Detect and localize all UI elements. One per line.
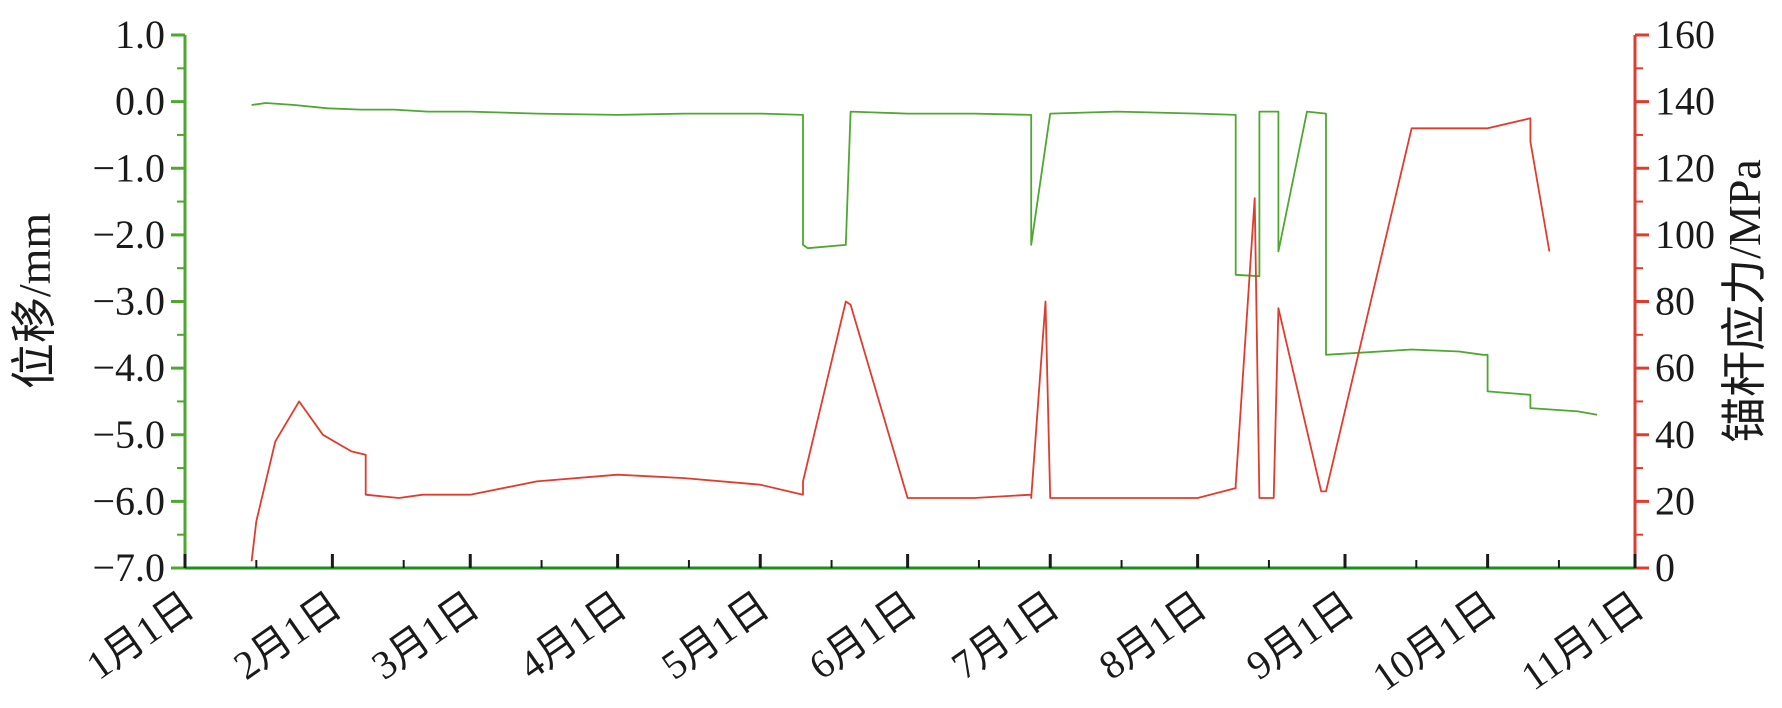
left-y-tick-label: −7.0 [92, 545, 165, 590]
right-y-tick-label: 140 [1655, 79, 1715, 124]
x-tick-label: 6月1日 [801, 583, 925, 689]
left-y-tick-label: −2.0 [92, 212, 165, 257]
right-y-tick-label: 100 [1655, 212, 1715, 257]
x-tick-label: 1月1日 [78, 583, 202, 689]
x-tick-label: 5月1日 [653, 583, 777, 689]
right-y-axis-title: 锚杆应力/MPa [1719, 159, 1770, 443]
left-y-tick-label: −3.0 [92, 279, 165, 324]
right-y-tick-label: 120 [1655, 145, 1715, 190]
right-y-axis-ticks: 160 140 120 100 80 60 40 20 0 [1635, 12, 1715, 590]
series-layer [250, 102, 1598, 562]
right-y-tick-label: 40 [1655, 412, 1695, 457]
x-tick-label: 2月1日 [225, 583, 349, 689]
left-y-tick-label: −6.0 [92, 478, 165, 523]
x-tick-label: 4月1日 [511, 583, 635, 689]
x-tick-label: 11月1日 [1513, 583, 1652, 699]
left-y-axis-ticks: 1.0 0.0 −1.0 −2.0 −3.0 −4.0 −5.0 −6.0 −7.0 [92, 12, 185, 590]
x-tick-label: 3月1日 [363, 583, 487, 689]
x-tick-label: 10月1日 [1364, 583, 1504, 700]
displacement-series-line [251, 102, 1598, 416]
right-y-tick-label: 160 [1655, 12, 1715, 57]
right-y-tick-label: 80 [1655, 279, 1695, 324]
left-y-tick-label: −5.0 [92, 412, 165, 457]
left-y-tick-label: 0.0 [115, 79, 165, 124]
x-tick-label: 9月1日 [1238, 583, 1362, 689]
left-y-axis-title: 位移/mm [9, 213, 60, 390]
left-y-tick-label: 1.0 [115, 12, 165, 57]
bolt-stress-series-line [250, 117, 1551, 562]
right-y-tick-label: 0 [1655, 545, 1675, 590]
left-y-tick-label: −4.0 [92, 345, 165, 390]
x-axis-ticks: 1月1日 2月1日 3月1日 4月1日 5月1日 6月1日 7月1日 8月1日 9月1日 10月1… [78, 554, 1652, 700]
x-tick-label: 8月1日 [1091, 583, 1215, 689]
right-y-tick-label: 20 [1655, 478, 1695, 523]
left-y-tick-label: −1.0 [92, 145, 165, 190]
x-tick-label: 7月1日 [943, 583, 1067, 689]
right-y-tick-label: 60 [1655, 345, 1695, 390]
